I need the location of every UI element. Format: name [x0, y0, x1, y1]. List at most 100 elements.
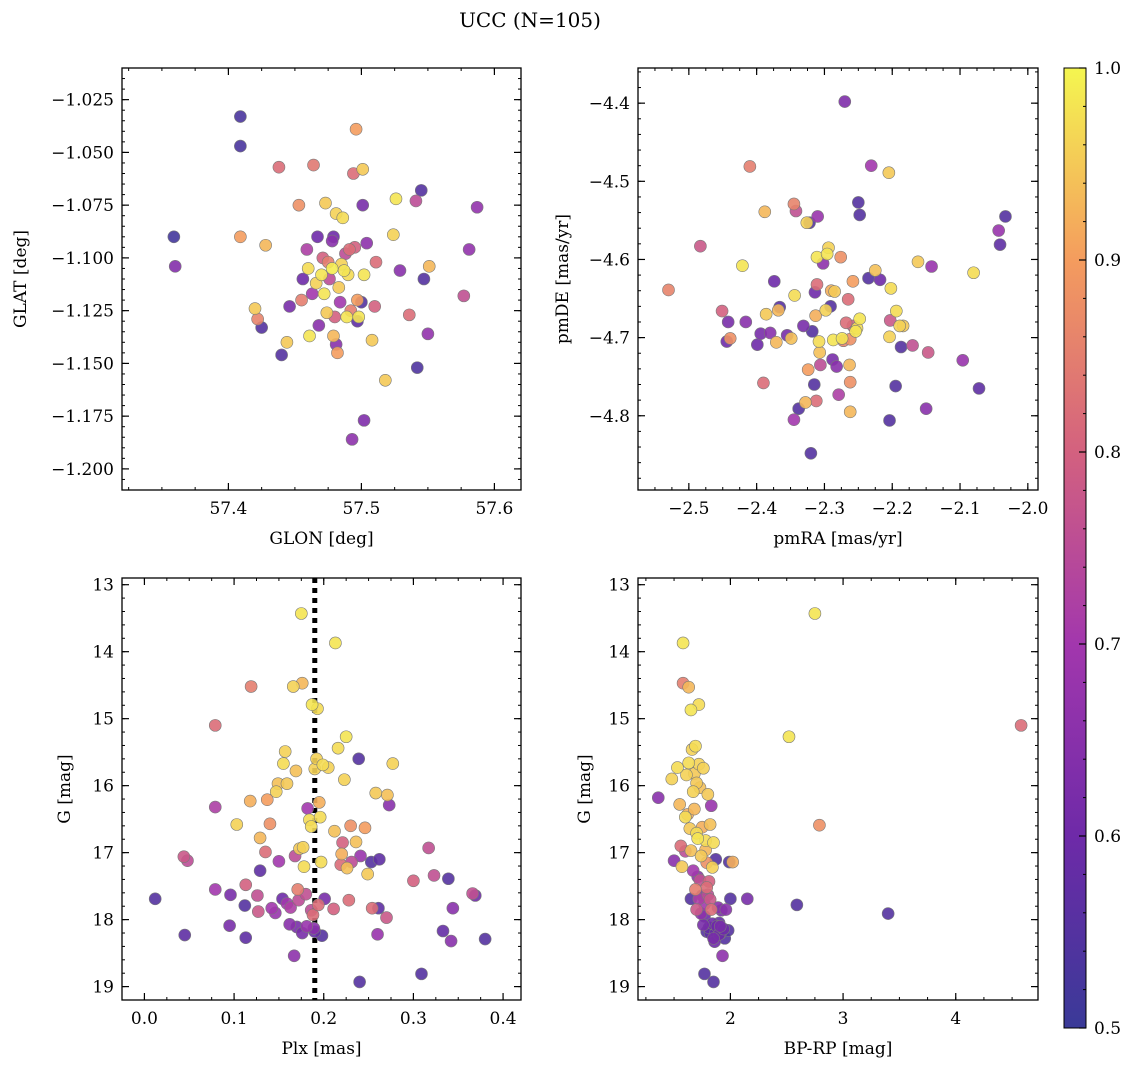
colorbar: 0.5 0.6 0.7 0.8 0.9 1.0 [1063, 59, 1121, 1039]
scatter-point [770, 335, 783, 349]
scatter-point [300, 920, 314, 933]
scatter-point [676, 636, 690, 650]
scatter-point [223, 919, 236, 932]
scatter-point [234, 139, 247, 153]
scatter-point [697, 761, 710, 775]
colorbar-tick-label: 0.6 [1094, 827, 1121, 847]
scatter-point [338, 773, 351, 786]
scatter-point [280, 335, 294, 349]
scatter-point [386, 757, 400, 770]
scatter-point [379, 373, 392, 387]
x-tick-label: 0.2 [310, 1009, 337, 1029]
scatter-point [444, 934, 458, 948]
scatter-point [369, 255, 383, 269]
scatter-point [682, 756, 696, 770]
scatter-point [890, 304, 903, 318]
scatter-point [704, 799, 718, 813]
scatter-point [787, 197, 801, 211]
y-tick-label: −1.125 [51, 302, 114, 322]
scatter-point [230, 818, 244, 831]
y-tick-label: 13 [92, 576, 114, 596]
scatter-point [427, 869, 441, 882]
scatter-point [369, 786, 383, 800]
y-tick-label: −4.8 [589, 407, 630, 427]
scatter-point [804, 446, 818, 460]
scatter-point [478, 932, 492, 946]
panel-pmra-pmde: −2.5 −2.4 −2.3 −2.2 −2.1 −2.0 −4.4 −4.5 −4.6 −4.7… [553, 67, 1048, 549]
x-tick-label: −2.3 [804, 499, 845, 519]
scatter-point [682, 680, 696, 694]
scatter-point [838, 95, 852, 108]
scatter-point [277, 757, 290, 770]
scatter-point [387, 228, 400, 241]
scatter-point [819, 303, 833, 317]
scatter-point [787, 413, 801, 426]
scatter-point [303, 329, 316, 343]
scatter-point [319, 196, 332, 210]
scatter-point [715, 304, 729, 318]
scatter-point [421, 327, 435, 341]
scatter-point [244, 680, 258, 693]
scatter-point [993, 238, 1007, 251]
scatter-point [673, 798, 686, 811]
scatter-point [305, 287, 319, 301]
scatter-point [422, 841, 435, 855]
scatter-point [380, 911, 393, 924]
scatter-point [360, 236, 374, 250]
scatter-point [736, 259, 749, 273]
scatter-point [304, 820, 318, 833]
scatter-point [814, 358, 827, 372]
scatter-point [853, 312, 866, 326]
scatter-point [820, 247, 834, 261]
colorbar-tick-label: 0.5 [1094, 1019, 1121, 1039]
scatter-point [690, 903, 703, 916]
scatter-point [992, 224, 1005, 237]
scatter-point [846, 275, 860, 288]
y-tick-label: 16 [92, 777, 114, 797]
scatter-point [889, 379, 902, 393]
colorbar-tick-label: 1.0 [1094, 59, 1121, 79]
scatter-point [283, 300, 296, 313]
scatter-point [684, 844, 698, 857]
y-tick-label: 19 [608, 978, 630, 998]
x-tick-label: 57.6 [475, 499, 513, 519]
scatter-point [665, 772, 679, 786]
scatter-point [177, 850, 191, 863]
scatter-point [757, 376, 770, 390]
y-tick-label: −1.175 [51, 407, 114, 427]
scatter-point [740, 892, 754, 906]
x-tick-label: 0.3 [400, 1009, 427, 1029]
scatter-point [251, 312, 264, 326]
scatter-point [248, 302, 262, 315]
scatter-point [243, 794, 257, 808]
y-tick-label: 13 [608, 576, 630, 596]
scatter-point [357, 414, 371, 427]
scatter-point [272, 160, 286, 174]
scatter-point [686, 785, 700, 798]
scatter-point [801, 363, 815, 376]
scatter-point [272, 855, 286, 868]
scatter-point [314, 855, 328, 869]
scatter-point [353, 975, 366, 989]
scatter-point [168, 260, 182, 273]
scatter-point [417, 272, 431, 286]
x-axis-label: GLON [deg] [269, 529, 373, 549]
scatter-point [234, 110, 247, 123]
scatter-point [259, 845, 272, 859]
scatter-point [312, 319, 326, 332]
x-tick-label: 0.4 [490, 1009, 517, 1029]
x-tick-label: 3 [838, 1009, 849, 1029]
scatter-point [662, 283, 675, 297]
scatter-point [684, 703, 698, 717]
scatter-point [853, 208, 866, 222]
panel-plx-g: 0.0 0.1 0.2 0.3 0.4 13 14 15 16 17 18 19 Plx [mas] G … [55, 576, 522, 1059]
scatter-point [457, 289, 471, 303]
y-tick-label: −1.050 [51, 143, 114, 163]
scatter-point [790, 898, 804, 912]
scatter-point [882, 166, 896, 180]
scatter-point [393, 264, 407, 277]
scatter-point [707, 836, 720, 849]
scatter-point [381, 788, 394, 802]
scatter-point [289, 764, 303, 778]
y-tick-label: 14 [92, 643, 114, 663]
